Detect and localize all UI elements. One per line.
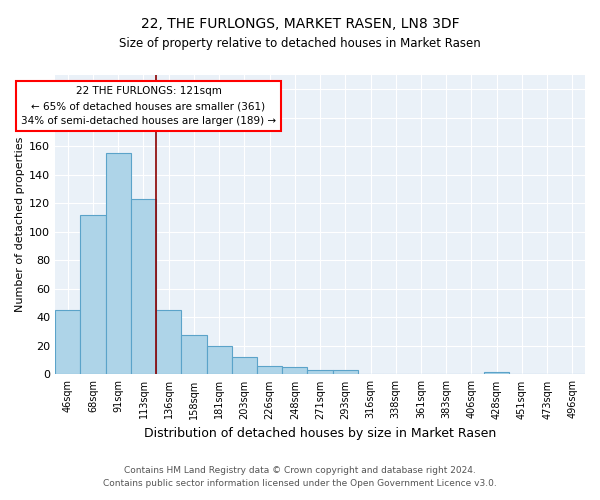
- Bar: [131, 199, 156, 374]
- Text: Contains HM Land Registry data © Crown copyright and database right 2024.
Contai: Contains HM Land Registry data © Crown c…: [103, 466, 497, 487]
- X-axis label: Distribution of detached houses by size in Market Rasen: Distribution of detached houses by size …: [144, 427, 496, 440]
- Bar: [80, 214, 106, 374]
- Bar: [484, 372, 509, 374]
- Bar: [282, 368, 307, 374]
- Text: Size of property relative to detached houses in Market Rasen: Size of property relative to detached ho…: [119, 38, 481, 51]
- Y-axis label: Number of detached properties: Number of detached properties: [15, 137, 25, 312]
- Bar: [181, 334, 206, 374]
- Bar: [232, 358, 257, 374]
- Text: 22, THE FURLONGS, MARKET RASEN, LN8 3DF: 22, THE FURLONGS, MARKET RASEN, LN8 3DF: [140, 18, 460, 32]
- Text: 22 THE FURLONGS: 121sqm
← 65% of detached houses are smaller (361)
34% of semi-d: 22 THE FURLONGS: 121sqm ← 65% of detache…: [21, 86, 276, 126]
- Bar: [307, 370, 332, 374]
- Bar: [332, 370, 358, 374]
- Bar: [257, 366, 282, 374]
- Bar: [106, 154, 131, 374]
- Bar: [156, 310, 181, 374]
- Bar: [206, 346, 232, 374]
- Bar: [55, 310, 80, 374]
